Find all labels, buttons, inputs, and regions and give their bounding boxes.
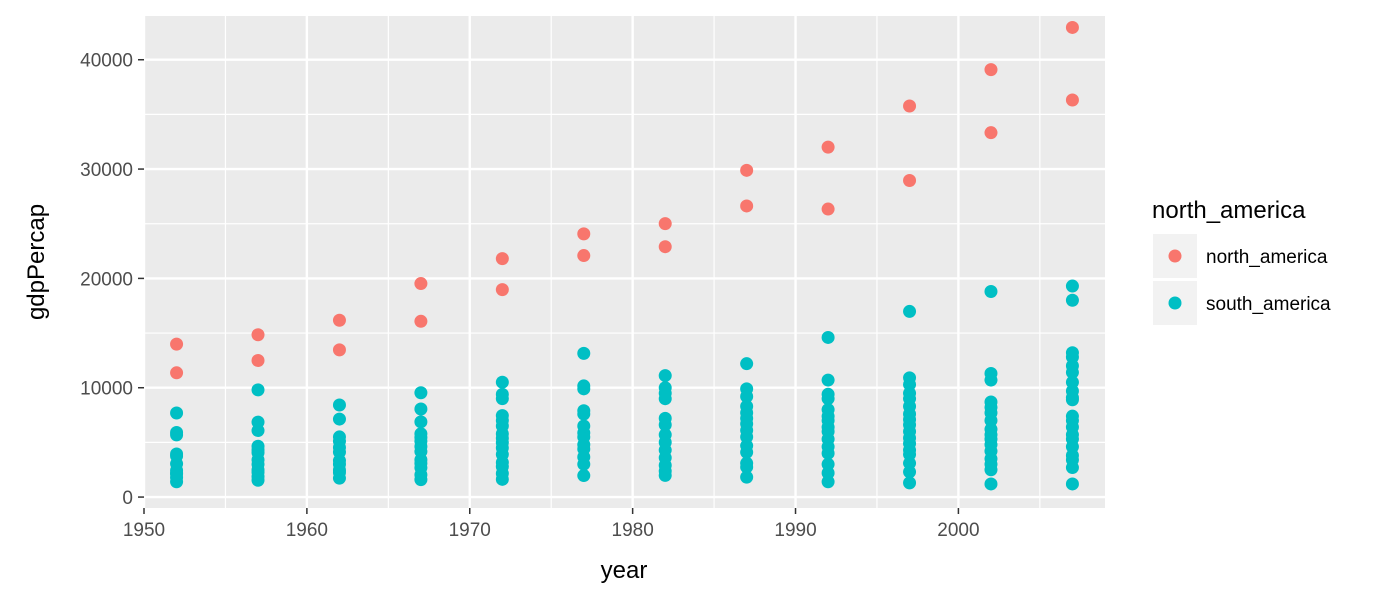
point-south-america xyxy=(251,439,265,453)
point-north-america xyxy=(1065,20,1079,34)
x-tick-label: 1950 xyxy=(123,520,165,541)
point-south-america xyxy=(740,470,754,484)
point-south-america xyxy=(984,395,998,409)
point-south-america xyxy=(658,369,672,383)
point-south-america xyxy=(1065,279,1079,293)
point-south-america xyxy=(251,383,265,397)
y-axis: 0 10000 20000 30000 40000 xyxy=(80,51,144,509)
point-south-america xyxy=(332,398,346,412)
point-south-america xyxy=(821,373,835,387)
point-south-america xyxy=(170,406,184,420)
point-south-america xyxy=(1065,477,1079,491)
point-south-america xyxy=(740,399,754,413)
point-north-america xyxy=(170,337,184,351)
plot-panel xyxy=(144,16,1105,508)
point-south-america xyxy=(903,371,917,385)
legend-label-north-america: north_america xyxy=(1206,247,1328,268)
point-north-america xyxy=(577,249,591,263)
point-south-america xyxy=(414,415,428,429)
point-south-america xyxy=(495,375,509,389)
point-south-america xyxy=(903,304,917,318)
y-tick-label: 0 xyxy=(122,488,133,509)
x-tick-label: 2000 xyxy=(937,520,979,541)
point-south-america xyxy=(984,285,998,299)
data-points xyxy=(170,20,1079,491)
minor-grid xyxy=(144,16,1105,508)
point-south-america xyxy=(658,381,672,395)
point-south-america xyxy=(740,357,754,371)
point-north-america xyxy=(495,252,509,266)
point-north-america xyxy=(821,140,835,154)
point-north-america xyxy=(577,227,591,241)
y-axis-title: gdpPercap xyxy=(23,204,50,320)
point-south-america xyxy=(740,382,754,396)
point-south-america xyxy=(170,425,184,439)
point-south-america xyxy=(984,367,998,381)
point-south-america xyxy=(332,430,346,444)
point-north-america xyxy=(1065,93,1079,107)
major-grid xyxy=(142,16,1105,508)
point-south-america xyxy=(1065,293,1079,307)
point-north-america xyxy=(984,63,998,77)
point-south-america xyxy=(1065,346,1079,360)
point-north-america xyxy=(821,202,835,216)
point-south-america xyxy=(414,427,428,441)
legend: north_america north_america south_americ… xyxy=(1152,197,1331,325)
x-tick-label: 1980 xyxy=(612,520,654,541)
point-south-america xyxy=(577,469,591,483)
y-tick-label: 40000 xyxy=(80,51,133,72)
point-south-america xyxy=(495,387,509,401)
x-axis-title: year xyxy=(601,557,648,584)
y-tick-label: 30000 xyxy=(80,160,133,181)
x-tick-label: 1960 xyxy=(286,520,328,541)
point-south-america xyxy=(821,457,835,471)
point-north-america xyxy=(740,199,754,213)
point-south-america xyxy=(658,411,672,425)
point-south-america xyxy=(821,330,835,344)
point-south-america xyxy=(740,456,754,470)
x-tick-label: 1970 xyxy=(449,520,491,541)
point-north-america xyxy=(495,283,509,297)
y-tick-label: 10000 xyxy=(80,379,133,400)
point-north-america xyxy=(251,354,265,368)
y-tick-label: 20000 xyxy=(80,269,133,290)
point-south-america xyxy=(414,402,428,416)
point-north-america xyxy=(740,163,754,177)
point-north-america xyxy=(658,217,672,231)
point-north-america xyxy=(170,366,184,380)
point-south-america xyxy=(414,386,428,400)
point-south-america xyxy=(1065,409,1079,423)
point-south-america xyxy=(577,379,591,393)
point-north-america xyxy=(332,313,346,327)
point-north-america xyxy=(414,277,428,291)
x-tick-label: 1990 xyxy=(774,520,816,541)
x-axis: 1950 1960 1970 1980 1990 2000 xyxy=(123,508,980,541)
legend-dot-south-america xyxy=(1168,296,1182,310)
point-north-america xyxy=(332,343,346,357)
point-south-america xyxy=(577,346,591,360)
point-north-america xyxy=(251,328,265,342)
point-north-america xyxy=(658,240,672,254)
point-north-america xyxy=(984,126,998,140)
point-south-america xyxy=(577,419,591,433)
point-south-america xyxy=(170,447,184,461)
point-south-america xyxy=(1065,375,1079,389)
point-south-america xyxy=(332,412,346,426)
legend-title: north_america xyxy=(1152,197,1306,224)
point-south-america xyxy=(495,409,509,423)
point-north-america xyxy=(414,314,428,328)
point-south-america xyxy=(984,477,998,491)
point-south-america xyxy=(821,387,835,401)
point-south-america xyxy=(658,428,672,442)
point-south-america xyxy=(577,404,591,418)
point-south-america xyxy=(821,403,835,417)
point-south-america xyxy=(251,415,265,429)
legend-dot-north-america xyxy=(1168,249,1182,263)
legend-label-south-america: south_america xyxy=(1206,294,1331,315)
point-south-america xyxy=(903,476,917,490)
point-north-america xyxy=(903,99,917,113)
point-north-america xyxy=(903,173,917,187)
